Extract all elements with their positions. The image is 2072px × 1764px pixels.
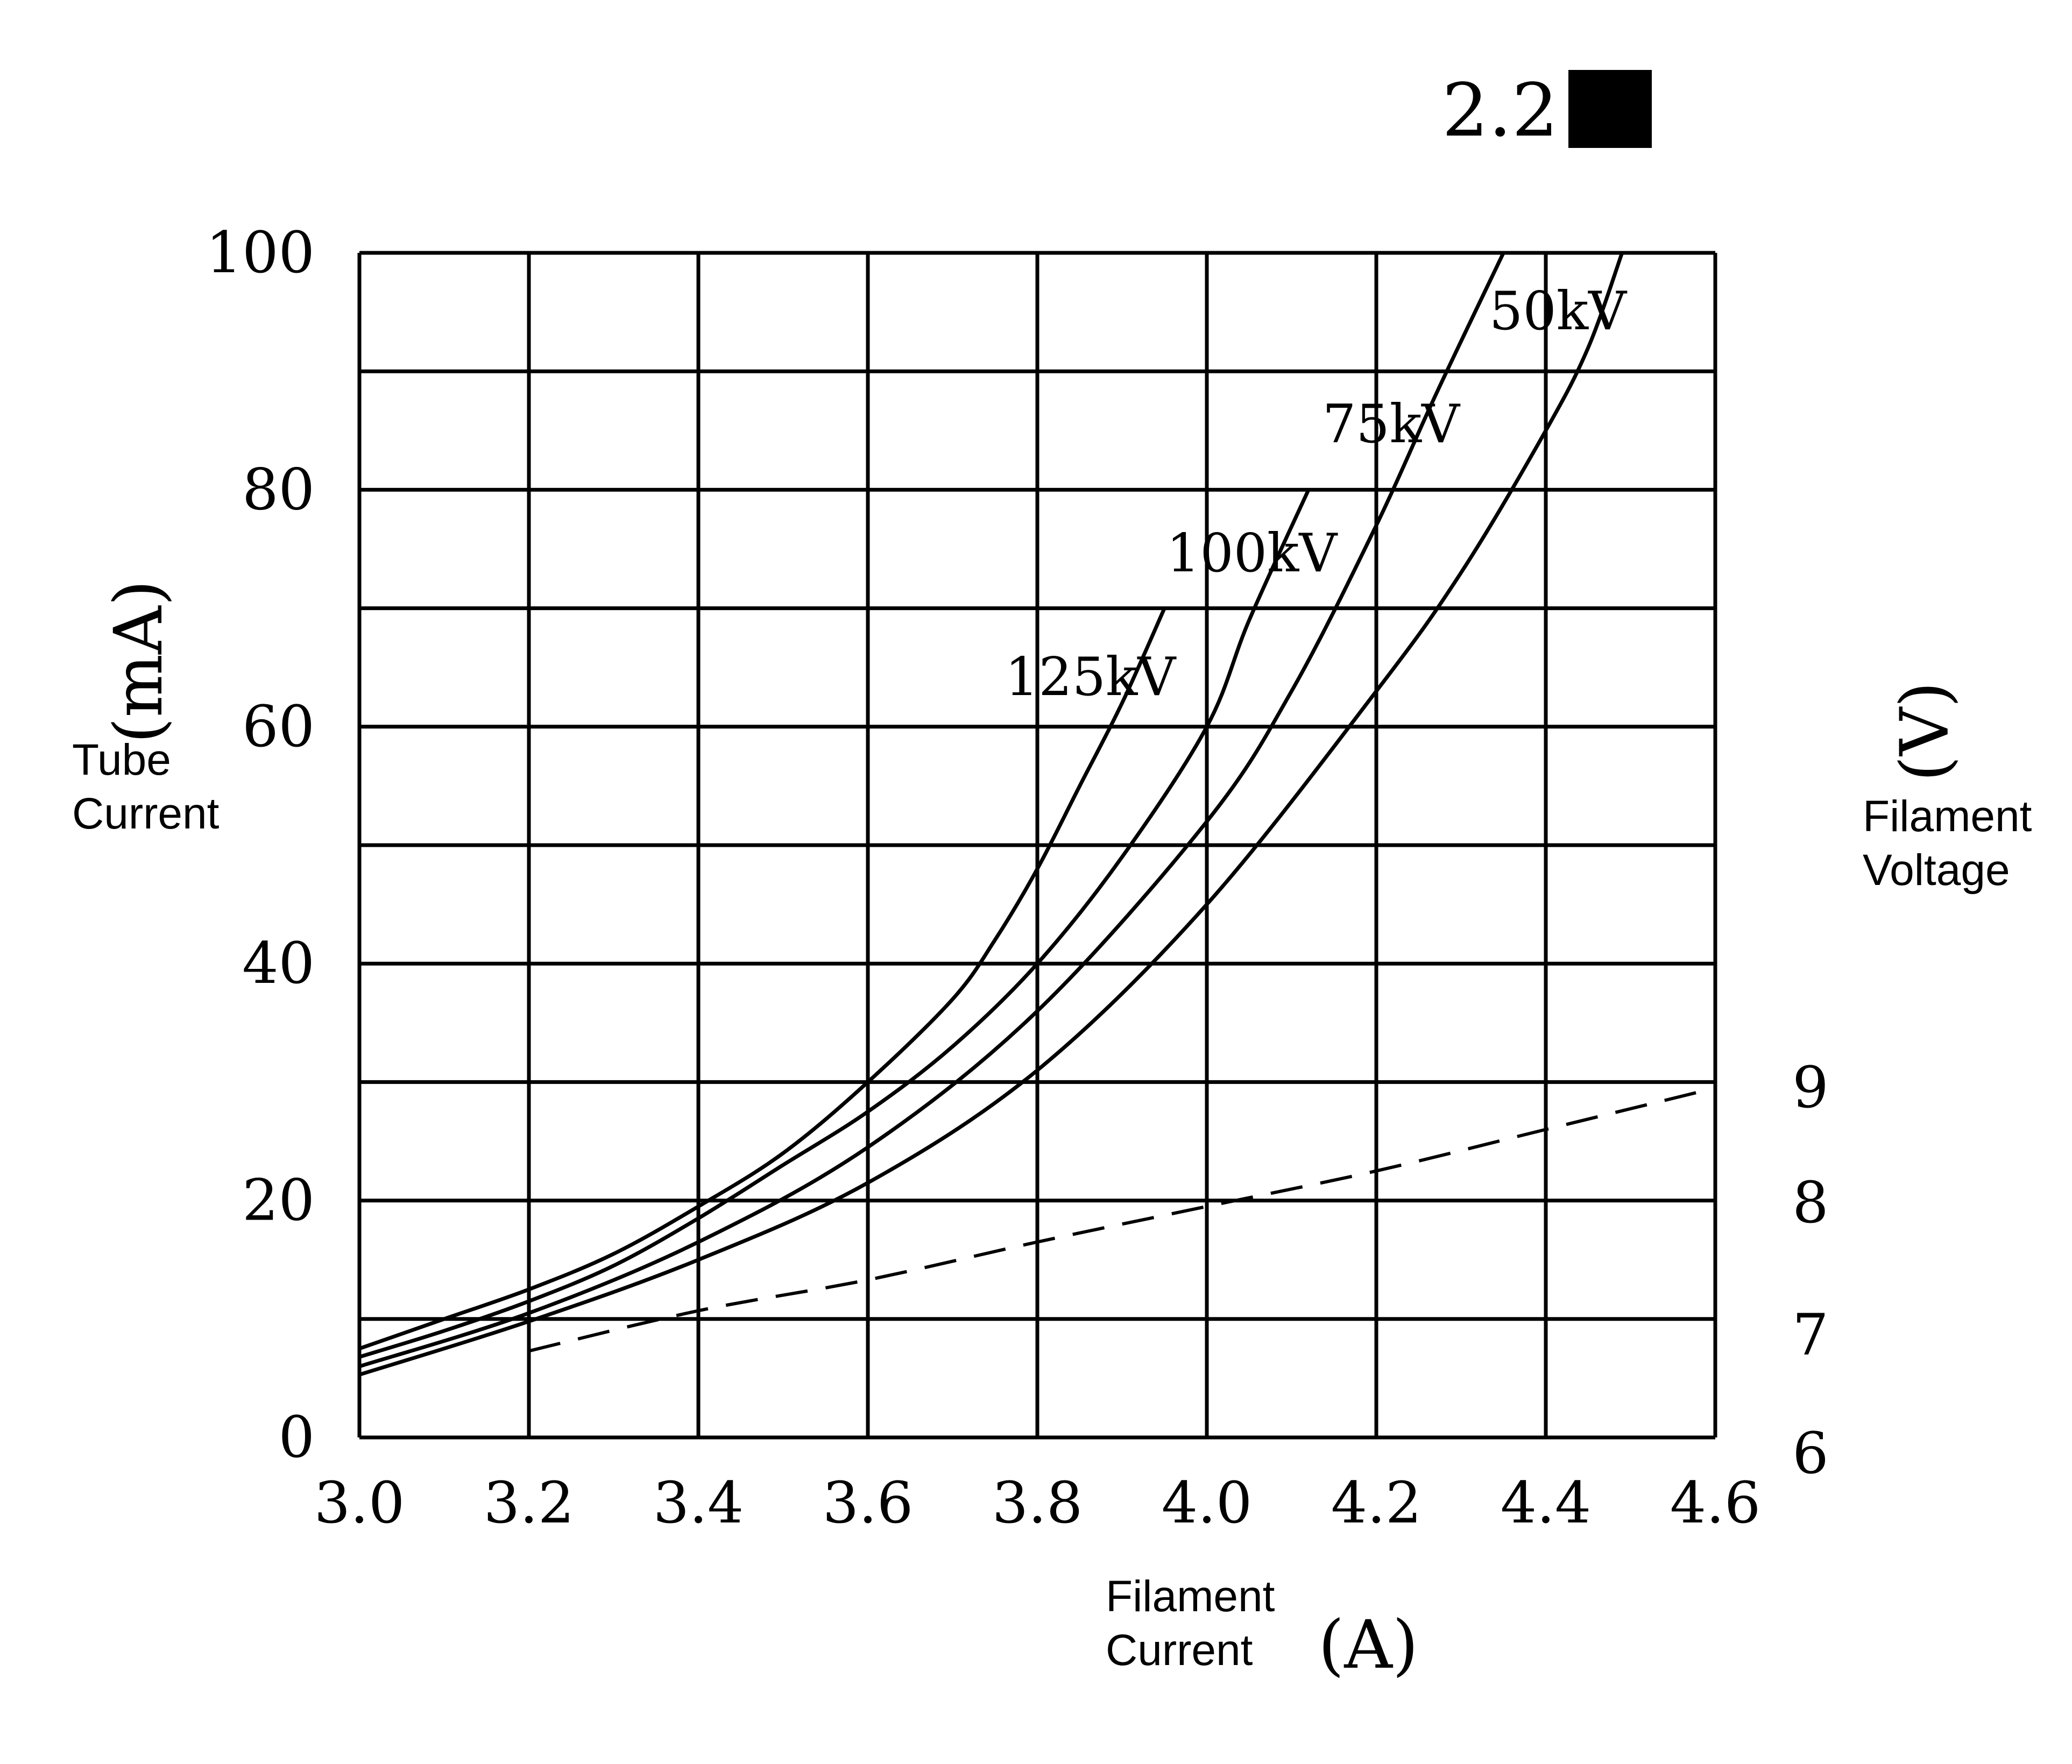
filament-voltage-dashed-line	[528, 1086, 1716, 1353]
y-left-tick-label: 20	[242, 1167, 315, 1234]
series-75kv-curve	[358, 252, 1505, 1369]
x-tick-label: 3.6	[823, 1470, 914, 1536]
grid	[357, 251, 1717, 1440]
x-tick-label: 3.8	[992, 1470, 1083, 1536]
label-100kv: 100kV	[1166, 523, 1338, 584]
y-right-label-line1: Filament	[1863, 792, 2032, 841]
label-75kv: 75kV	[1323, 394, 1461, 455]
x-tick-label: 3.0	[314, 1470, 405, 1536]
label-125kv: 125kV	[1005, 647, 1177, 708]
y-left-tick-label: 80	[242, 456, 315, 522]
badge-square	[1568, 70, 1652, 148]
y-right-tick-label: 8	[1792, 1170, 1828, 1236]
x-tick-label: 3.4	[653, 1470, 744, 1536]
x-tick-label: 3.2	[484, 1470, 575, 1536]
labels: 125kV 100kV 75kV 50kV 3.0 3.2 3.4 3.6 3.8 4.0 4.2 4…	[206, 219, 1829, 1536]
x-tick-label: 4.6	[1670, 1470, 1761, 1536]
series-50kv-curve	[358, 252, 1624, 1377]
badge-text: 2.2	[1442, 68, 1558, 153]
x-tick-label: 4.4	[1501, 1470, 1592, 1536]
y-left-tick-label: 0	[279, 1404, 315, 1470]
y-right-tick-label: 6	[1792, 1420, 1828, 1486]
series-100kv-curve	[358, 488, 1311, 1359]
x-unit: (A)	[1318, 1606, 1418, 1684]
curves	[358, 252, 1716, 1377]
y-left-tick-label: 60	[242, 693, 315, 760]
x-label-line2: Current	[1106, 1626, 1253, 1675]
x-tick-label: 4.2	[1331, 1470, 1422, 1536]
y-right-tick-label: 9	[1792, 1054, 1828, 1121]
y-left-tick-label: 100	[206, 219, 315, 286]
label-50kv: 50kV	[1489, 281, 1628, 342]
x-label-line1: Filament	[1106, 1572, 1275, 1621]
x-tick-label: 4.0	[1162, 1470, 1253, 1536]
y-right-tick-label: 7	[1792, 1302, 1828, 1368]
y-left-unit: (mA)	[100, 580, 178, 743]
y-left-tick-label: 40	[242, 930, 315, 996]
y-left-label-line1: Tube	[72, 735, 171, 784]
y-right-label-line2: Voltage	[1863, 846, 2010, 895]
series-125kv-curve	[358, 607, 1166, 1351]
y-left-label-line2: Current	[72, 789, 220, 838]
y-right-unit: (V)	[1886, 682, 1964, 782]
